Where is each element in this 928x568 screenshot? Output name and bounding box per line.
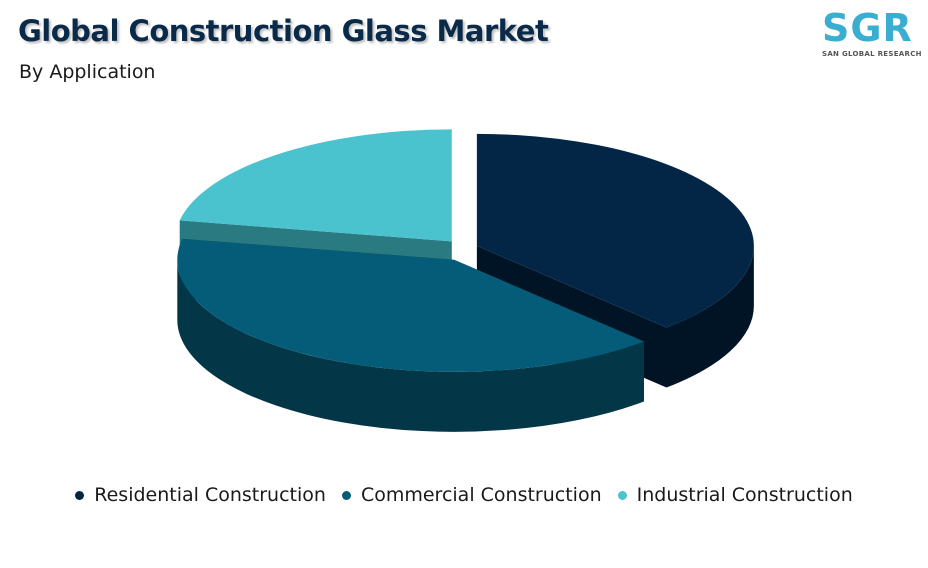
legend-item: Industrial Construction <box>617 484 853 506</box>
pie-slice-outer-side <box>666 245 754 388</box>
pie-slice-top <box>476 133 754 328</box>
legend-swatch <box>617 490 627 500</box>
legend-item: Commercial Construction <box>341 484 602 506</box>
legend-label: Residential Construction <box>94 484 326 506</box>
chart-title: Global Construction Glass Market <box>18 14 549 48</box>
brand-logo: SGR SAN GLOBAL RESEARCH <box>818 6 922 62</box>
chart-subtitle: By Application <box>19 61 156 83</box>
logo-tagline: SAN GLOBAL RESEARCH <box>822 50 922 58</box>
legend-label: Commercial Construction <box>360 484 602 506</box>
legend-label: Industrial Construction <box>636 484 853 506</box>
pie-slice-commercial-construction <box>177 238 644 432</box>
legend-item: Residential Construction <box>75 484 326 506</box>
pie-slice-top <box>179 129 452 242</box>
legend-swatch <box>341 490 351 500</box>
pie-slice-top <box>177 238 644 372</box>
chart-legend: Residential Construction Commercial Const… <box>0 484 928 506</box>
logo-mark: SGR <box>822 6 913 50</box>
pie-chart <box>177 129 754 432</box>
pie-slice-outer-side <box>177 259 644 432</box>
legend-swatch <box>75 490 85 500</box>
